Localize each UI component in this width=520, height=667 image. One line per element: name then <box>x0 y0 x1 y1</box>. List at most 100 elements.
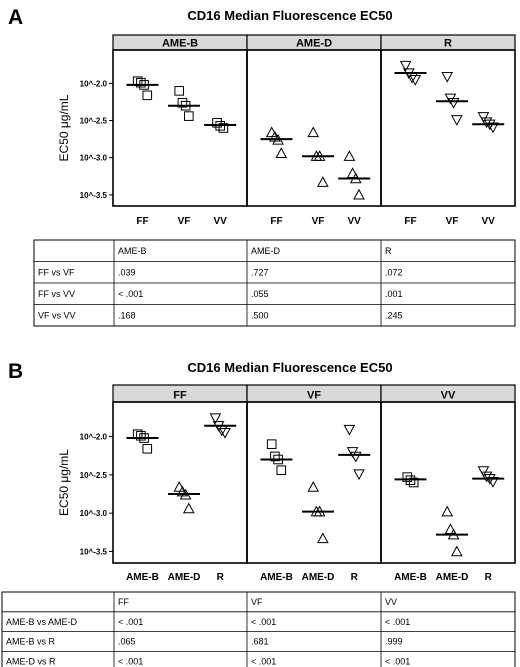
data-point <box>219 427 231 439</box>
table-cell: .500 <box>251 311 269 321</box>
y-tick-label: 10^-3.0 <box>80 509 108 518</box>
data-point <box>441 505 454 517</box>
table-cell: AME-B vs R <box>6 637 56 647</box>
y-tick-label: 10^-3.5 <box>80 548 108 557</box>
data-point <box>399 60 412 72</box>
data-point <box>402 472 413 482</box>
table-cell: AME-D vs R <box>6 656 56 666</box>
data-point <box>353 469 365 481</box>
x-category-label: FF <box>136 216 148 227</box>
x-category-label: FF <box>270 216 282 227</box>
data-point <box>316 176 329 187</box>
table-cell: .055 <box>251 289 269 299</box>
table-cell: < .001 <box>118 289 143 299</box>
y-axis-label: EC50 μg/mL <box>57 449 71 516</box>
data-point <box>409 75 422 86</box>
table-cell: VF vs VV <box>38 311 76 321</box>
data-point <box>307 481 320 492</box>
x-category-label: AME-D <box>168 572 201 583</box>
data-point <box>316 532 329 544</box>
table-header-cell: VV <box>385 597 397 607</box>
data-point <box>265 126 278 138</box>
data-point <box>487 122 499 134</box>
data-point <box>136 77 146 88</box>
data-point <box>353 188 365 200</box>
data-point <box>450 115 463 126</box>
table-cell: .001 <box>385 289 403 299</box>
data-point <box>209 413 222 425</box>
data-point <box>487 477 499 488</box>
data-point <box>182 502 195 514</box>
data-point <box>349 451 362 463</box>
y-axis-label: EC50 μg/mL <box>57 94 71 161</box>
chart-title: CD16 Median Fluorescence EC50 <box>187 8 392 23</box>
x-category-label: VF <box>178 216 191 227</box>
y-tick-label: 10^-2.0 <box>80 79 108 88</box>
x-category-label: AME-D <box>302 572 335 583</box>
data-point <box>477 466 490 478</box>
data-point <box>184 111 194 121</box>
x-category-label: VV <box>348 216 362 227</box>
data-point <box>142 90 153 101</box>
table-cell: AME-B vs AME-D <box>6 617 78 627</box>
panel-label: B <box>8 360 23 383</box>
x-category-label: R <box>485 572 493 583</box>
data-point <box>276 465 287 476</box>
strip-label: VF <box>307 390 321 402</box>
x-category-label: AME-D <box>436 572 469 583</box>
x-category-label: AME-B <box>394 572 427 583</box>
data-point <box>343 150 356 161</box>
data-point <box>177 97 188 108</box>
table-header-cell: AME-B <box>118 246 147 256</box>
strip-label: VV <box>441 390 456 402</box>
data-point <box>174 86 185 96</box>
table-header-cell: VF <box>251 597 263 607</box>
x-category-label: R <box>351 572 359 583</box>
data-point <box>266 439 277 449</box>
data-point <box>480 117 493 129</box>
table-header-cell: FF <box>118 597 129 607</box>
table-cell: .245 <box>385 311 403 321</box>
data-point <box>142 443 153 454</box>
data-point <box>346 167 359 179</box>
table-cell: < .001 <box>251 617 276 627</box>
data-point <box>480 471 493 483</box>
table-header-cell: AME-D <box>251 246 281 256</box>
panel-label: A <box>8 6 23 29</box>
x-category-label: AME-B <box>126 572 159 583</box>
table-cell: .065 <box>118 637 136 647</box>
data-point <box>270 451 280 462</box>
panel-frame <box>380 49 516 207</box>
table-cell: .999 <box>385 637 403 647</box>
data-point <box>173 481 186 492</box>
data-point <box>477 112 490 123</box>
table-cell: < .001 <box>385 656 410 666</box>
table-cell: FF vs VF <box>38 268 75 278</box>
panel-frame <box>112 49 248 207</box>
data-point <box>218 123 229 133</box>
table-cell: .727 <box>251 268 269 278</box>
data-point <box>447 98 460 109</box>
data-point <box>444 523 457 534</box>
table-cell: .039 <box>118 268 136 278</box>
x-category-label: VF <box>312 216 325 227</box>
x-category-label: VF <box>446 216 459 227</box>
data-point <box>343 424 356 436</box>
x-category-label: VV <box>214 216 228 227</box>
table-cell: < .001 <box>118 656 143 666</box>
chart-title: CD16 Median Fluorescence EC50 <box>187 360 392 375</box>
strip-label: AME-B <box>162 38 198 50</box>
y-tick-label: 10^-2.5 <box>80 471 108 480</box>
data-point <box>450 545 463 557</box>
table-cell: < .001 <box>385 617 410 627</box>
table-cell: FF vs VV <box>38 289 75 299</box>
data-point <box>136 430 146 441</box>
y-tick-label: 10^-2.5 <box>80 117 108 126</box>
y-tick-label: 10^-2.0 <box>80 433 108 442</box>
table-cell: < .001 <box>118 617 143 627</box>
data-point <box>408 477 419 488</box>
x-category-label: AME-B <box>260 572 293 583</box>
x-category-label: FF <box>404 216 416 227</box>
table-cell: < .001 <box>251 656 276 666</box>
